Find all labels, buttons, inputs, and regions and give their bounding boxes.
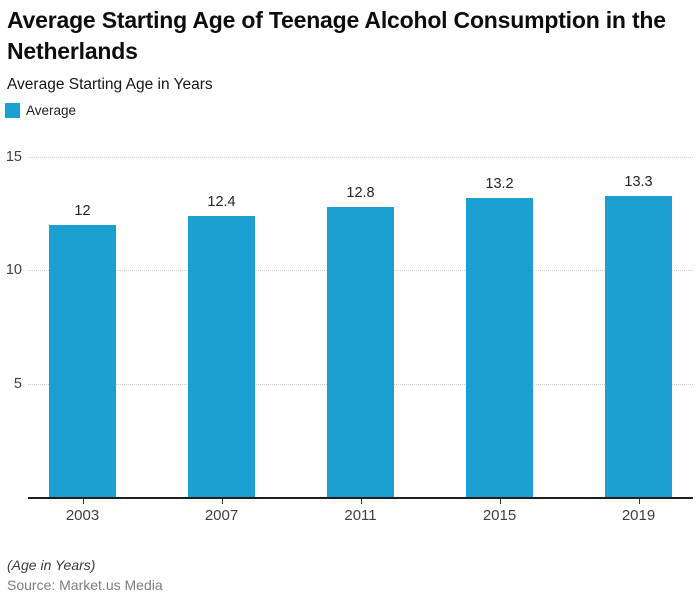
y-axis-label-5: 5 <box>13 375 22 392</box>
x-axis-tick-2019 <box>638 499 640 504</box>
bar-value-label-2003: 12 <box>74 203 91 219</box>
legend-item-average[interactable]: Average <box>5 103 76 118</box>
bar-value-label-2007: 12.4 <box>207 193 236 210</box>
legend-swatch <box>5 103 20 118</box>
x-axis-tick-2015 <box>499 499 501 504</box>
x-axis-label-2019: 2019 <box>621 507 656 524</box>
axis-unit-note: (Age in Years) <box>7 557 96 573</box>
y-axis-labels: 5 10 15 <box>0 149 22 497</box>
bar-value-label-2019: 13.3 <box>624 173 653 190</box>
bar-2011[interactable] <box>327 206 394 497</box>
x-axis-label-2003: 2003 <box>65 507 100 524</box>
y-axis-label-10: 10 <box>5 262 22 279</box>
bar-2015[interactable] <box>466 197 533 497</box>
bar-value-label-2015: 13.2 <box>485 175 514 192</box>
x-axis-tick-2007 <box>221 499 223 504</box>
legend-label: Average <box>26 103 77 118</box>
y-axis-label-15: 15 <box>5 149 22 165</box>
chart-title: Average Starting Age of Teenage Alcohol … <box>7 7 666 64</box>
plot-area: 12 12.4 12.8 13.2 13.3 <box>28 157 693 499</box>
chart-subtitle: Average Starting Age in Years <box>7 76 213 93</box>
bar-2003[interactable] <box>49 225 116 497</box>
x-axis-tick-2011 <box>360 499 362 504</box>
bar-2007[interactable] <box>188 215 255 497</box>
gridline-15 <box>28 157 693 158</box>
x-axis-label-2015: 2015 <box>482 507 517 524</box>
source-text: Source: Market.us Media <box>7 577 163 593</box>
bar-2019[interactable] <box>605 195 672 497</box>
x-axis: 2003 2007 2011 2015 2019 <box>28 499 693 527</box>
x-axis-label-2007: 2007 <box>204 507 239 524</box>
bar-value-label-2011: 12.8 <box>346 184 375 201</box>
x-axis-tick-2003 <box>82 499 84 504</box>
x-axis-label-2011: 2011 <box>344 507 377 524</box>
